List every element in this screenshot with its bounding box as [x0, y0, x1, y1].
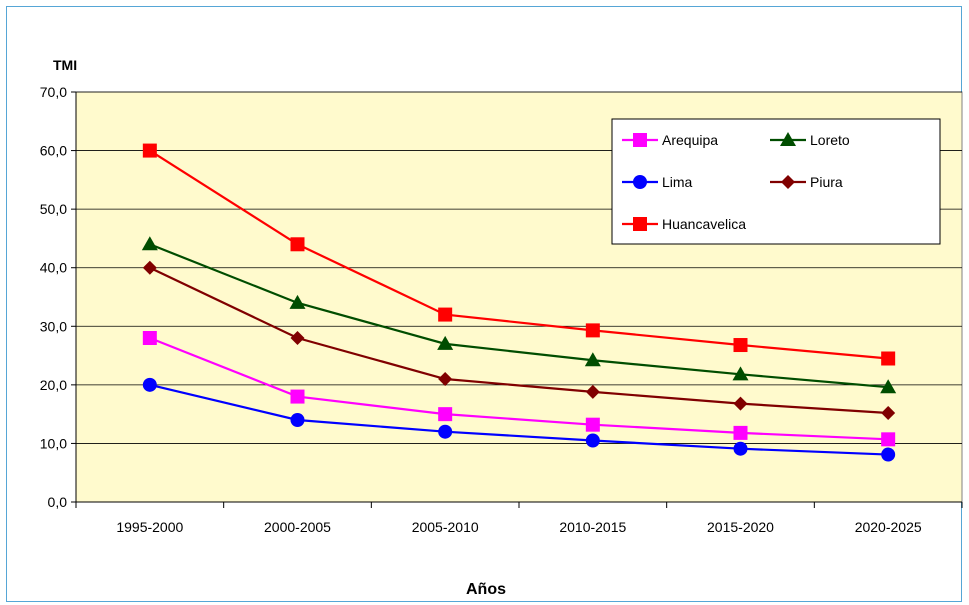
data-point [142, 260, 157, 275]
legend-item: Loreto [770, 132, 850, 148]
x-axis-label: Años [466, 581, 506, 598]
data-point [881, 405, 896, 420]
series-line [149, 266, 889, 415]
data-point [733, 425, 748, 440]
data-point [880, 379, 897, 394]
series-huancavelica [142, 143, 896, 366]
y-tick-label: 10,0 [40, 435, 67, 451]
data-point [438, 407, 453, 422]
legend-label: Piura [810, 174, 843, 190]
data-point [142, 377, 157, 392]
series-line [149, 336, 889, 441]
data-point [438, 372, 453, 386]
series-lima [142, 377, 896, 462]
legend-item: Huancavelica [622, 216, 746, 232]
x-tick-label: 2015-2020 [707, 519, 774, 535]
y-axis-label: TMI [53, 57, 77, 73]
legend-marker [633, 217, 647, 231]
data-point [732, 366, 749, 381]
series-line [149, 149, 889, 360]
data-point [289, 294, 306, 309]
data-point [584, 352, 601, 367]
data-point [141, 236, 158, 251]
y-tick-label: 0,0 [48, 494, 68, 510]
data-point [733, 338, 748, 353]
x-tick-label: 1995-2000 [116, 519, 183, 535]
data-point [881, 351, 896, 366]
data-point [290, 413, 305, 427]
data-point [438, 307, 453, 322]
data-point [437, 335, 454, 350]
legend-item: Arequipa [622, 132, 718, 148]
legend-marker [781, 175, 795, 189]
data-point [142, 143, 157, 158]
legend-label: Lima [662, 174, 693, 190]
plot-layer: 0,0 10,0 20,0 30,0 40,0 50,0 60,0 70,0 1995-2000… [40, 84, 963, 535]
data-point [290, 389, 305, 404]
data-point [881, 447, 896, 462]
y-tick-label: 60,0 [40, 143, 67, 159]
data-point [142, 331, 157, 345]
legend-label: Loreto [810, 132, 850, 148]
legend-marker [780, 132, 796, 146]
legend-label: Huancavelica [662, 216, 746, 232]
series-line [149, 243, 889, 389]
legend-marker [633, 175, 647, 189]
legend: Arequipa Loreto Lima Piura Huancavelica [611, 118, 941, 245]
x-tick-label: 2000-2005 [264, 519, 331, 535]
y-tick-label: 50,0 [40, 201, 67, 217]
data-point [585, 384, 600, 399]
data-point [290, 237, 305, 252]
y-tick-label: 70,0 [40, 84, 67, 100]
x-tick-label: 2020-2025 [855, 519, 922, 535]
y-tick-label: 20,0 [40, 377, 67, 393]
data-point [733, 396, 748, 411]
data-point [585, 323, 600, 338]
legend-label: Arequipa [662, 132, 718, 148]
data-point [290, 331, 305, 345]
data-point [585, 433, 600, 448]
y-tick-label: 40,0 [40, 260, 67, 276]
x-tick-label: 2010-2015 [559, 519, 626, 535]
series-loreto [141, 236, 897, 394]
legend-item: Piura [770, 174, 843, 190]
data-point [585, 417, 600, 432]
x-tick-label: 2005-2010 [412, 519, 479, 535]
legend-item: Lima [622, 174, 693, 190]
data-point [881, 432, 896, 447]
y-tick-label: 30,0 [40, 318, 67, 334]
data-point [438, 424, 453, 439]
legend-marker [633, 133, 647, 147]
series-line [149, 383, 889, 456]
series-arequipa [142, 331, 896, 447]
series-piura [142, 260, 896, 420]
data-point [733, 441, 748, 456]
